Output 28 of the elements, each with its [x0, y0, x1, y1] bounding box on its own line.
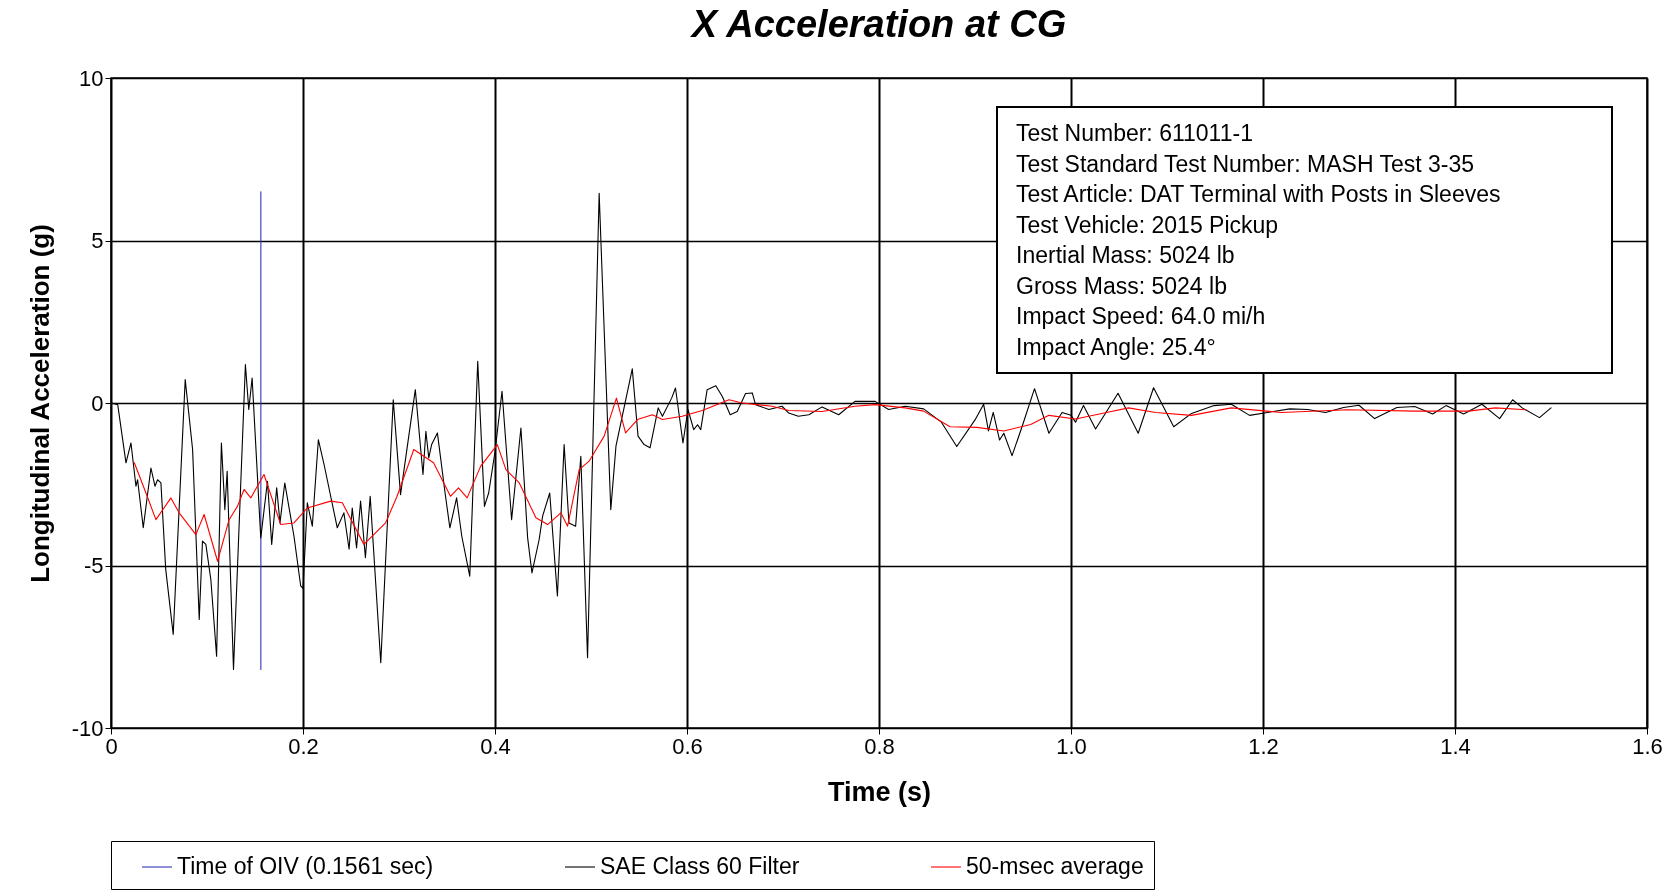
chart-title: X Acceleration at CG [689, 3, 1067, 45]
y-tick-label: -5 [83, 553, 104, 578]
annotation: Test Vehicle: 2015 Pickup [1016, 210, 1280, 240]
annotation: Test Article: DAT Terminal with Posts in Sleeves [1016, 180, 1502, 209]
x-tick-label: 0.4 [480, 733, 511, 759]
annotation: Test Standard Test Number: MASH Test 3-35 [1016, 149, 1476, 179]
y-tick-label: 0 [91, 390, 104, 416]
legend-label: 50-msec average [966, 853, 1144, 879]
x-axis-title: Time (s) [827, 776, 932, 807]
y-tick-label: -10 [71, 715, 104, 741]
annotation: Test Number: 611011-1 [1016, 119, 1254, 148]
line-series [133, 397, 1527, 562]
legend-label: Time of OIV (0.1561 sec) [177, 853, 434, 879]
x-tick-label: 1.4 [1440, 733, 1471, 759]
annotation: Inertial Mass: 5024 lb [1016, 241, 1236, 270]
annotation: Impact Speed: 64.0 mi/h [1016, 302, 1267, 331]
legend-label: SAE Class 60 Filter [600, 853, 800, 879]
annotation: Impact Angle: 25.4° [1016, 332, 1217, 362]
x-tick-label: 0.6 [672, 733, 703, 759]
y-axis-title: Longitudinal Acceleration (g) [24, 224, 55, 583]
y-tick-label: 10 [79, 65, 104, 91]
y-tick-label: 5 [91, 228, 104, 253]
x-tick-label: 1.0 [1056, 733, 1087, 759]
x-tick-label: 1.2 [1248, 733, 1279, 759]
x-tick-label: 0.8 [864, 733, 895, 759]
x-tick-label: 1.6 [1632, 733, 1663, 759]
x-tick-label: 0.2 [288, 733, 319, 759]
annotation: Gross Mass: 5024 lb [1016, 271, 1228, 301]
